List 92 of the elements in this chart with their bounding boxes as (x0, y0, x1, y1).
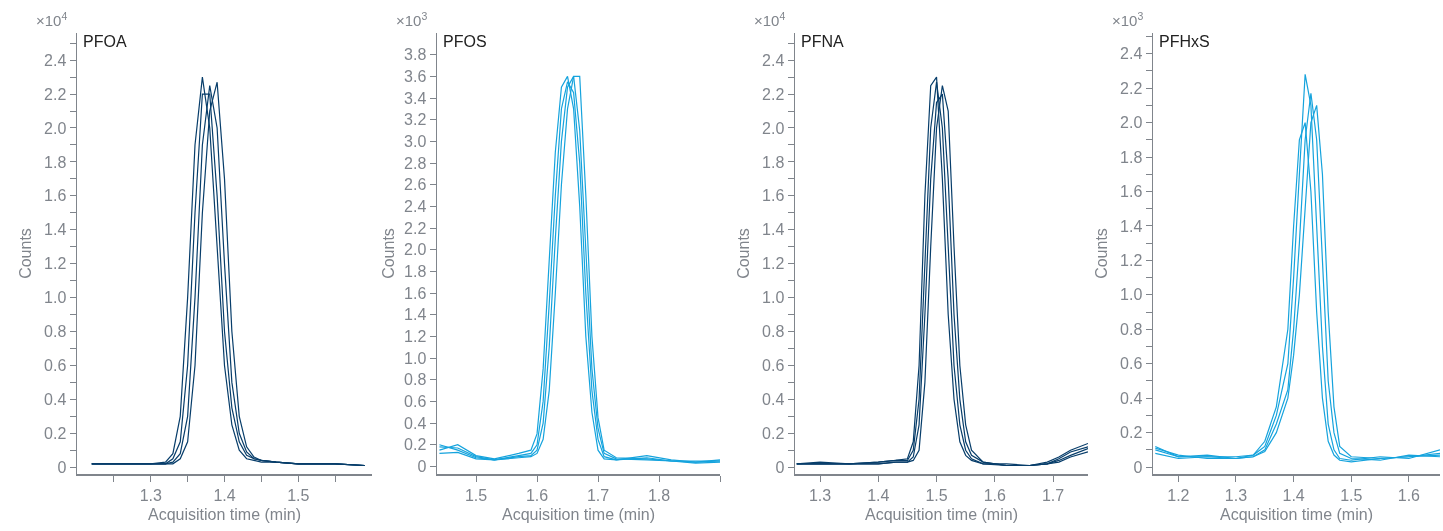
y-tick-label: 2.0 (1120, 114, 1143, 132)
y-tick-label: 1.2 (404, 327, 427, 345)
y-axis-title: Counts (17, 228, 35, 279)
y-tick-label: 3.6 (404, 67, 427, 85)
y-tick-label: 1.6 (404, 284, 427, 302)
y-tick-label: 1.0 (1120, 286, 1143, 304)
text: ×10$^{3}$ (1112, 10, 1144, 30)
y-tick-label: 1.4 (44, 221, 67, 239)
y-tick-label: 2.4 (1120, 45, 1143, 63)
text: ×10$^{3}$ (396, 10, 428, 30)
y-tick-label: 1.0 (762, 289, 785, 307)
x-axis-title: Acquisition time (min) (865, 506, 1018, 524)
x-axis-title: Acquisition time (min) (502, 506, 655, 524)
y-tick-label: 1.6 (44, 187, 67, 205)
y-tick-label: 1.2 (762, 255, 785, 273)
y-tick-label: 0.6 (404, 393, 427, 410)
y-tick-label: 0.4 (44, 390, 67, 408)
y-tick-label: 0 (775, 458, 785, 476)
y-tick-label: 0.8 (404, 371, 427, 389)
y-tick-label: 0 (417, 458, 427, 476)
x-tick-label: 1.4 (213, 486, 236, 504)
x-tick-label: 1.6 (1397, 486, 1421, 504)
y-tick-label: 2.0 (762, 119, 785, 137)
y-tick-label: 0.2 (404, 436, 427, 454)
y-tick-label: 3.0 (404, 132, 427, 150)
x-tick-label: 1.6 (983, 486, 1007, 504)
y-tick-label: 0.4 (1120, 389, 1143, 407)
x-tick-label: 1.2 (1167, 486, 1190, 504)
y-tick-label: 0.2 (44, 424, 67, 442)
y-axis-title: Counts (380, 228, 397, 279)
y-tick-label: 0.6 (762, 357, 785, 375)
text: ×10$^{4}$ (754, 10, 786, 30)
x-axis-title: Acquisition time (min) (148, 506, 301, 524)
chart-title: PFOA (83, 33, 127, 50)
y-tick-label: 2.2 (404, 219, 427, 237)
x-tick-label: 1.5 (464, 486, 488, 504)
chart-title: PFNA (801, 33, 844, 50)
chart-title: PFOS (443, 33, 487, 50)
y-tick-label: 2.4 (44, 51, 67, 69)
chart-title: PFHxS (1159, 33, 1210, 50)
y-tick-label: 0.2 (762, 424, 785, 442)
y-tick-label: 3.4 (404, 89, 427, 107)
x-tick-label: 1.5 (1340, 486, 1363, 504)
x-tick-label: 1.7 (586, 486, 610, 504)
y-tick-label: 0.6 (44, 357, 67, 375)
y-tick-label: 0.2 (1120, 424, 1143, 442)
x-axis-title: Acquisition time (min) (1220, 506, 1373, 524)
y-axis-title: Counts (1093, 228, 1111, 279)
y-tick-label: 1.2 (1120, 251, 1143, 269)
x-tick-label: 1.3 (808, 486, 832, 504)
y-tick-label: 1.4 (762, 221, 785, 239)
y-tick-label: 1.6 (1120, 183, 1143, 201)
y-tick-label: 2.4 (762, 51, 785, 69)
y-tick-label: 1.6 (762, 187, 785, 205)
y-tick-label: 2.8 (404, 154, 427, 172)
y-tick-label: 0.8 (1120, 320, 1143, 338)
y-tick-label: 2.2 (1120, 79, 1143, 97)
y-tick-label: 0.4 (404, 414, 427, 432)
y-tick-label: 1.2 (44, 255, 67, 273)
x-tick-label: 1.4 (1282, 486, 1305, 504)
y-tick-label: 2.0 (44, 119, 67, 137)
y-tick-label: 0.4 (762, 390, 785, 408)
y-tick-label: 2.2 (44, 85, 67, 103)
y-tick-label: 0 (57, 458, 67, 476)
y-tick-label: 1.0 (44, 289, 67, 307)
x-tick-label: 1.8 (647, 486, 671, 504)
y-tick-label: 0.8 (44, 323, 67, 341)
y-tick-label: 0 (1133, 458, 1143, 476)
y-tick-label: 2.2 (762, 85, 785, 103)
y-tick-label: 2.4 (404, 197, 427, 215)
y-tick-label: 2.6 (404, 176, 427, 194)
x-tick-label: 1.5 (925, 486, 948, 504)
y-tick-label: 3.2 (404, 111, 427, 129)
y-tick-label: 1.4 (404, 306, 427, 324)
y-tick-label: 1.4 (1120, 217, 1143, 235)
text: ×10$^{4}$ (36, 10, 68, 30)
y-tick-label: 1.8 (44, 153, 67, 171)
y-axis-title: Counts (735, 228, 753, 279)
y-tick-label: 1.8 (1120, 148, 1143, 166)
x-tick-label: 1.5 (287, 486, 310, 504)
y-tick-label: 1.8 (404, 262, 427, 280)
x-tick-label: 1.3 (139, 486, 162, 504)
x-tick-label: 1.3 (1224, 486, 1248, 504)
x-tick-label: 1.4 (867, 486, 890, 504)
y-tick-label: 1.8 (762, 153, 785, 171)
x-tick-label: 1.6 (525, 486, 549, 504)
y-tick-label: 1.0 (404, 349, 427, 367)
x-tick-label: 1.7 (1041, 486, 1065, 504)
y-tick-label: 2.0 (404, 241, 427, 259)
y-tick-label: 0.8 (762, 323, 785, 341)
y-tick-label: 0.6 (1120, 355, 1143, 373)
y-tick-label: 3.8 (404, 46, 427, 64)
